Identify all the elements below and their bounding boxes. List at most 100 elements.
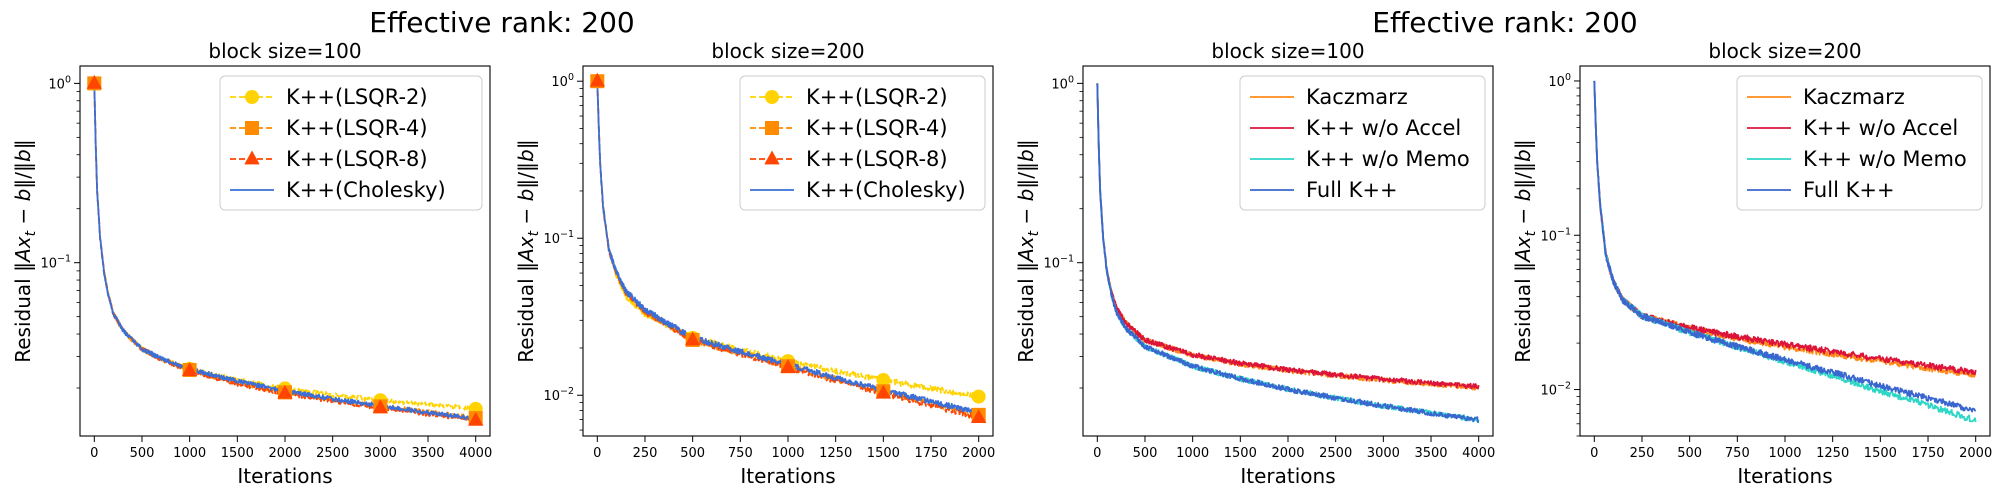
legend-marker xyxy=(765,121,779,135)
y-tick-label: 10−2 xyxy=(1540,381,1571,399)
series-marker xyxy=(468,411,484,426)
axes-frame xyxy=(1082,65,1494,437)
panel-title: block size=100 xyxy=(208,39,361,63)
x-tick-label: 0 xyxy=(593,446,601,461)
x-tick-label: 1000 xyxy=(771,446,804,461)
legend: Kaczmarz K++ w/o Accel K++ w/o Memo Full K+… xyxy=(1736,75,1983,211)
x-tick-label: 1000 xyxy=(1176,446,1209,461)
legend-box xyxy=(739,75,986,211)
x-axis-label: Iterations xyxy=(1737,464,1832,488)
x-axis-label: Iterations xyxy=(740,464,835,488)
plot-area xyxy=(93,83,477,423)
x-tick-label: 1250 xyxy=(1816,446,1849,461)
x-tick-label: 1500 xyxy=(867,446,900,461)
y-tick-label: 10−1 xyxy=(1043,254,1074,272)
x-tick-label: 1000 xyxy=(173,446,206,461)
chart-panel-1: block size=100 100 10−1 0 500 1000 1500 2000 250… xyxy=(11,39,492,488)
series-marker xyxy=(971,389,986,404)
series-line-2 xyxy=(1096,83,1480,390)
y-tick-label: 10−1 xyxy=(1540,226,1571,244)
legend-label: K++(LSQR-2) xyxy=(806,85,948,109)
x-tick-label: 2000 xyxy=(1959,446,1992,461)
legend-label: Kaczmarz xyxy=(1306,85,1408,109)
x-tick-label: 1750 xyxy=(914,446,947,461)
legend: K++(LSQR-2) K++(LSQR-4) K++(LSQR-8) K++(Cho… xyxy=(739,75,986,211)
x-tick-label: 2500 xyxy=(1319,446,1352,461)
panel-title: block size=200 xyxy=(1708,39,1861,63)
legend-label: K++(LSQR-4) xyxy=(806,116,948,140)
legend-box xyxy=(1239,75,1486,211)
y-axis-label: Residual ‖Axt − b‖/‖b‖ xyxy=(1014,139,1042,363)
axes-frame xyxy=(79,65,491,437)
panel-title: block size=100 xyxy=(1211,39,1364,63)
series-marker xyxy=(684,331,701,346)
legend-label: K++ w/o Accel xyxy=(1306,116,1461,140)
x-tick-label: 2500 xyxy=(316,446,349,461)
legend-label: K++ w/o Memo xyxy=(1803,147,1967,171)
legend-marker xyxy=(764,150,780,165)
x-tick-label: 0 xyxy=(90,446,98,461)
legend-label: K++(Cholesky) xyxy=(806,178,966,202)
series-marker xyxy=(875,384,892,399)
legend-box xyxy=(1736,75,1983,211)
y-tick-label: 10−1 xyxy=(40,254,71,272)
x-tick-label: 1000 xyxy=(1768,446,1801,461)
series-marker xyxy=(181,362,198,377)
x-tick-label: 750 xyxy=(1725,446,1750,461)
x-tick-label: 750 xyxy=(728,446,753,461)
plot-area xyxy=(1593,80,1977,423)
plot-area xyxy=(1096,83,1480,424)
x-tick-label: 0 xyxy=(1093,446,1101,461)
legend: K++(LSQR-2) K++(LSQR-4) K++(LSQR-8) K++(Cho… xyxy=(219,75,483,211)
axes-frame xyxy=(1579,65,1991,437)
legend-marker xyxy=(765,90,779,104)
series-marker xyxy=(780,359,796,373)
x-tick-label: 4000 xyxy=(459,446,492,461)
legend-box xyxy=(219,75,483,211)
x-axis-label: Iterations xyxy=(237,464,332,488)
y-tick-label: 100 xyxy=(551,72,574,90)
x-tick-label: 250 xyxy=(633,446,658,461)
x-tick-label: 1500 xyxy=(1224,446,1257,461)
axes-frame xyxy=(582,65,994,437)
x-tick-label: 2000 xyxy=(1271,446,1304,461)
suptitle-right: Effective rank: 200 xyxy=(1372,6,1637,39)
series-marker xyxy=(86,74,102,89)
y-tick-label: 100 xyxy=(1548,72,1571,90)
series-line-3 xyxy=(596,81,980,419)
legend-label: K++(Cholesky) xyxy=(286,178,446,202)
chart-panel-2: block size=200 100 10−1 10−2 0 250 500 750 1000 1… xyxy=(514,39,995,488)
legend-label: K++(LSQR-8) xyxy=(806,147,948,171)
x-tick-label: 2000 xyxy=(962,446,995,461)
legend-label: Full K++ xyxy=(1306,178,1398,202)
legend-label: K++(LSQR-2) xyxy=(286,85,428,109)
legend-label: Full K++ xyxy=(1803,178,1895,202)
x-tick-label: 3500 xyxy=(1414,446,1447,461)
y-axis-label: Residual ‖Axt − b‖/‖b‖ xyxy=(514,139,542,363)
y-tick-label: 10−1 xyxy=(543,229,574,247)
plot-area xyxy=(596,81,980,419)
x-tick-label: 250 xyxy=(1630,446,1655,461)
series-line-4 xyxy=(1096,83,1480,424)
series-line-4 xyxy=(596,81,980,417)
legend-marker xyxy=(245,121,259,135)
series-marker xyxy=(372,399,389,414)
x-tick-label: 4000 xyxy=(1462,446,1495,461)
suptitle-left: Effective rank: 200 xyxy=(369,6,634,39)
legend-label: K++(LSQR-4) xyxy=(286,116,428,140)
x-tick-label: 0 xyxy=(1590,446,1598,461)
y-tick-label: 100 xyxy=(48,74,71,92)
legend-marker xyxy=(245,90,259,104)
x-tick-label: 500 xyxy=(1677,446,1702,461)
x-tick-label: 3500 xyxy=(411,446,444,461)
x-tick-label: 1250 xyxy=(819,446,852,461)
legend-label: Kaczmarz xyxy=(1803,85,1905,109)
x-tick-label: 3000 xyxy=(1367,446,1400,461)
x-tick-label: 1500 xyxy=(1864,446,1897,461)
series-line-4 xyxy=(93,83,477,422)
series-line-1 xyxy=(596,81,980,400)
legend-label: K++ w/o Accel xyxy=(1803,116,1958,140)
x-tick-label: 500 xyxy=(680,446,705,461)
legend-marker xyxy=(244,150,260,165)
